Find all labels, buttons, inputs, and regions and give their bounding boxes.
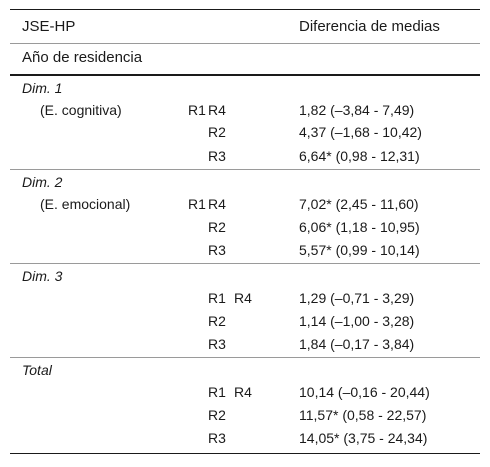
mean-difference: 14,05* (3,75 - 24,34) [299, 430, 428, 446]
group-title-row: Dim. 1 [0, 77, 490, 99]
comparison-to: R4 [234, 384, 252, 400]
comparison-from: R1 [208, 290, 226, 306]
comparison-to: R2 [208, 219, 226, 235]
bottom-rule [10, 453, 480, 454]
table-row: R2 4,37 (–1,68 - 10,42) [0, 121, 490, 143]
comparison-to: R2 [208, 407, 226, 423]
table-row: R2 1,14 (–1,00 - 3,28) [0, 310, 490, 332]
table-row: R2 11,57* (0,58 - 22,57) [0, 404, 490, 426]
mean-difference: 4,37 (–1,68 - 10,42) [299, 124, 422, 140]
mean-difference: 6,64* (0,98 - 12,31) [299, 148, 420, 164]
table-row: (E. cognitiva) R1 R4 1,82 (–3,84 - 7,49) [0, 99, 490, 121]
header-jse-hp: JSE-HP [22, 18, 76, 35]
table-row: R1 R4 10,14 (–0,16 - 20,44) [0, 381, 490, 403]
mean-difference: 6,06* (1,18 - 10,95) [299, 219, 420, 235]
group-subtitle: (E. cognitiva) [40, 102, 122, 118]
group-title: Dim. 1 [22, 80, 63, 96]
table-row: R3 14,05* (3,75 - 24,34) [0, 427, 490, 449]
comparison-to: R3 [208, 148, 226, 164]
table-row: R3 5,57* (0,99 - 10,14) [0, 239, 490, 261]
group-title: Dim. 2 [22, 174, 63, 190]
mean-difference: 1,82 (–3,84 - 7,49) [299, 102, 415, 118]
header-ano-de-residencia: Año de residencia [22, 49, 143, 66]
table-row: R2 6,06* (1,18 - 10,95) [0, 216, 490, 238]
group-title: Dim. 3 [22, 268, 63, 284]
header-bottom-rule [10, 74, 480, 76]
group-divider [10, 357, 480, 358]
comparison-from: R1 [208, 384, 226, 400]
group-title-row: Dim. 2 [0, 171, 490, 193]
group-title-row: Total [0, 359, 490, 381]
header-row-1: JSE-HP Diferencia de medias [0, 16, 490, 38]
mean-difference: 11,57* (0,58 - 22,57) [299, 407, 427, 423]
header-divider [10, 43, 480, 44]
group-subtitle: (E. emocional) [40, 196, 131, 212]
comparison-to: R4 [208, 196, 226, 212]
comparison-to: R4 [234, 290, 252, 306]
table-row: R3 1,84 (–0,17 - 3,84) [0, 333, 490, 355]
mean-difference: 7,02* (2,45 - 11,60) [299, 196, 419, 212]
header-row-2: Año de residencia [0, 47, 490, 69]
table-row: (E. emocional) R1 R4 7,02* (2,45 - 11,60… [0, 193, 490, 215]
table-row: R1 R4 1,29 (–0,71 - 3,29) [0, 287, 490, 309]
mean-difference: 1,84 (–0,17 - 3,84) [299, 336, 415, 352]
comparison-to: R2 [208, 124, 226, 140]
comparison-from: R1 [188, 102, 206, 118]
group-title: Total [22, 362, 52, 378]
group-title-row: Dim. 3 [0, 265, 490, 287]
comparison-to: R3 [208, 242, 226, 258]
mean-difference: 1,29 (–0,71 - 3,29) [299, 290, 415, 306]
mean-difference: 5,57* (0,99 - 10,14) [299, 242, 420, 258]
comparison-to: R3 [208, 336, 226, 352]
comparison-from: R1 [188, 196, 206, 212]
comparison-to: R3 [208, 430, 226, 446]
header-diferencia-de-medias: Diferencia de medias [299, 18, 440, 35]
comparison-to: R2 [208, 313, 226, 329]
table-row: R3 6,64* (0,98 - 12,31) [0, 145, 490, 167]
group-divider [10, 169, 480, 170]
mean-difference: 10,14 (–0,16 - 20,44) [299, 384, 430, 400]
mean-difference: 1,14 (–1,00 - 3,28) [299, 313, 415, 329]
comparison-to: R4 [208, 102, 226, 118]
group-divider [10, 263, 480, 264]
top-rule [10, 9, 480, 10]
